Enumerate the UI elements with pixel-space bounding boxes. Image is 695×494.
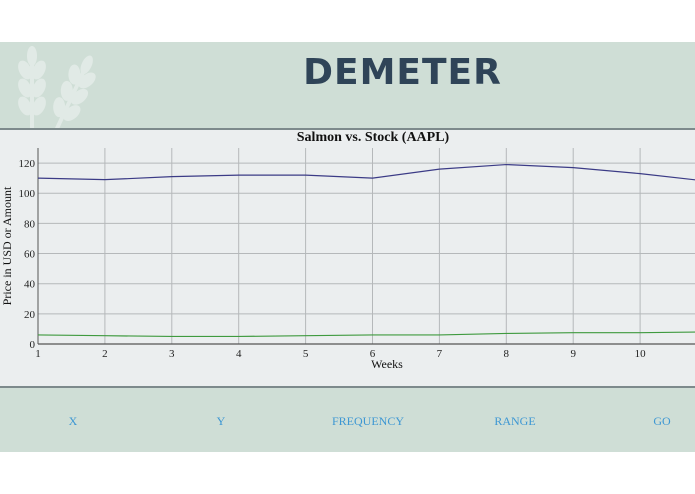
x-tick-label: 10: [635, 348, 647, 360]
x-tick-label: 1: [35, 348, 41, 360]
y-tick-label: 100: [19, 188, 36, 200]
controls-bar: X Y FREQUENCY RANGE GO: [0, 388, 695, 452]
y-tick-label: 120: [19, 158, 36, 170]
x-button[interactable]: X: [68, 414, 78, 428]
x-tick-label: 3: [169, 348, 175, 360]
frequency-button[interactable]: FREQUENCY: [331, 414, 405, 428]
y-tick-label: 80: [24, 218, 36, 230]
x-tick-label: 5: [303, 348, 309, 360]
y-tick-label: 20: [24, 309, 36, 321]
line-chart: 0 20 40 60 80 100 120 1 2 3 4 5 6 7 8 9 10 Salmon vs. Sto…: [0, 130, 695, 371]
chart-title: Salmon vs. Stock (AAPL): [297, 130, 450, 145]
y-tick-label: 60: [24, 249, 36, 261]
y-button[interactable]: Y: [216, 414, 226, 428]
series-line-1: [38, 163, 695, 181]
x-axis-label: Weeks: [371, 357, 403, 371]
x-tick-label: 7: [437, 348, 443, 360]
chart-panel: 0 20 40 60 80 100 120 1 2 3 4 5 6 7 8 9 10 Salmon vs. Sto…: [0, 130, 695, 388]
x-tick-label: 2: [102, 348, 108, 360]
y-tick-label: 0: [30, 339, 36, 351]
header: DEMETER: [0, 42, 695, 130]
y-tick-label: 40: [24, 279, 36, 291]
x-tick-label: 4: [236, 348, 242, 360]
series-line-2: [38, 331, 695, 338]
x-tick-label: 6: [370, 348, 376, 360]
wheat-icon: [18, 46, 96, 128]
range-button[interactable]: RANGE: [494, 414, 536, 428]
x-tick-label: 8: [504, 348, 510, 360]
go-button[interactable]: GO: [653, 414, 671, 428]
y-axis-label: Price in USD or Amount: [0, 186, 14, 305]
x-tick-label: 9: [570, 348, 576, 360]
logo-text: DEMETER: [303, 52, 502, 93]
